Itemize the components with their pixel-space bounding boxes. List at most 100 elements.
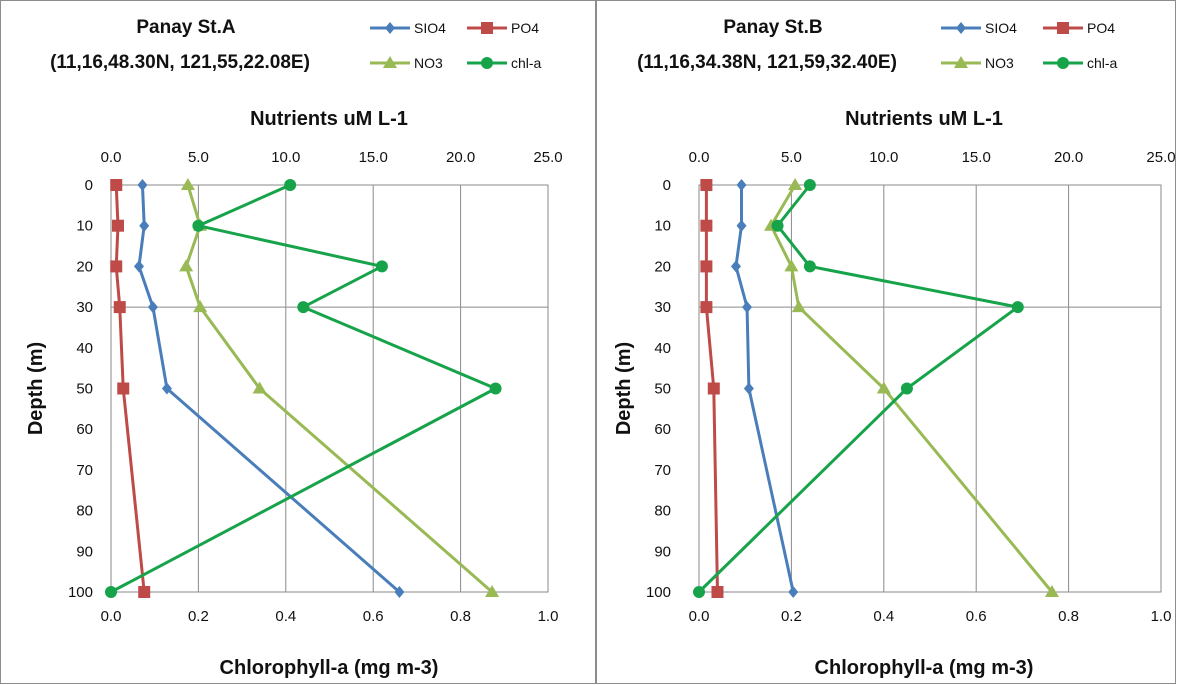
- point-po4: [711, 586, 724, 598]
- y-axis-tick-label: 80: [76, 503, 93, 520]
- chart-title: Panay St.A: [136, 17, 236, 38]
- legend-item-po4: PO4: [1043, 20, 1115, 36]
- legend-item-no3: NO3: [370, 55, 443, 71]
- chart-title: Panay St.B: [723, 17, 822, 38]
- top-axis-title: Nutrients uM L-1: [845, 108, 1003, 130]
- point-po4: [700, 179, 713, 191]
- point-po4: [700, 260, 713, 273]
- point-po4: [700, 219, 713, 232]
- point-po4: [138, 586, 151, 598]
- y-axis-tick-label: 70: [654, 462, 671, 479]
- bottom-axis-tick-label: 1.0: [1151, 608, 1172, 625]
- legend-item-sio4: SIO4: [941, 20, 1017, 36]
- bottom-axis-tick-label: 0.6: [966, 608, 987, 625]
- point-sio4: [147, 301, 158, 314]
- line-po4: [704, 185, 719, 593]
- line-sio4: [734, 185, 795, 593]
- y-axis-tick-label: 60: [76, 421, 93, 438]
- y-axis-tick-label: 30: [76, 299, 93, 316]
- series-no3: [764, 178, 1059, 597]
- y-axis-tick-label: 20: [654, 258, 671, 275]
- point-no3: [1044, 585, 1059, 597]
- top-axis-tick-label: 5.0: [781, 149, 802, 166]
- y-axis-tick-label: 70: [76, 462, 93, 479]
- point-sio4: [736, 219, 747, 232]
- legend-item-po4: PO4: [467, 20, 539, 36]
- chart-station-b: Panay St.B (11,16,34.38N, 121,59,32.40E) N…: [613, 17, 1176, 679]
- top-axis-tick-label: 15.0: [962, 149, 991, 166]
- y-axis-tick-label: 30: [654, 299, 671, 316]
- legend: SIO4 PO4 NO3 chl-a: [941, 20, 1118, 71]
- top-axis-tick-label: 0.0: [101, 149, 122, 166]
- point-no3: [784, 259, 799, 272]
- plot-area-frame: [110, 184, 549, 593]
- line-po4: [114, 184, 146, 593]
- point-chl-a: [105, 586, 117, 598]
- line-no3: [184, 184, 494, 594]
- y-axis-title: Depth (m): [25, 342, 47, 435]
- y-axis-tick-label: 100: [68, 584, 93, 601]
- y-axis-tick-label: 0: [663, 177, 671, 194]
- bottom-axis-title: Chlorophyll-a (mg m-3): [220, 657, 439, 679]
- series-po4: [110, 179, 151, 598]
- y-axis-tick-label: 10: [654, 218, 671, 235]
- bottom-axis-title: Chlorophyll-a (mg m-3): [815, 657, 1034, 679]
- legend-marker: [481, 57, 493, 69]
- legend-label: chl-a: [1087, 55, 1118, 71]
- gridlines: [698, 185, 1162, 592]
- line-chl-a: [697, 184, 1020, 594]
- line-sio4: [137, 184, 401, 594]
- y-axis-tick-label: 80: [654, 503, 671, 520]
- point-no3: [252, 381, 267, 394]
- point-no3: [180, 178, 195, 190]
- point-chl-a: [693, 586, 705, 598]
- line-no3: [769, 184, 1054, 593]
- bottom-axis-tick-label: 0.2: [781, 608, 802, 625]
- line-chl-a: [110, 183, 498, 594]
- point-po4: [111, 219, 124, 232]
- bottom-axis-tick-label: 0.8: [1058, 608, 1079, 625]
- top-axis-tick-label: 15.0: [359, 149, 388, 166]
- point-chl-a: [284, 179, 297, 191]
- point-po4: [113, 301, 126, 314]
- point-chl-a: [900, 382, 913, 395]
- point-sio4: [137, 179, 148, 191]
- point-chl-a: [297, 301, 310, 314]
- point-chl-a: [771, 219, 784, 232]
- legend-item-sio4: SIO4: [370, 20, 446, 36]
- top-axis-tick-label: 20.0: [1054, 149, 1083, 166]
- top-axis-tick-label: 10.0: [271, 149, 300, 166]
- legend-label: SIO4: [985, 20, 1017, 36]
- top-axis-tick-label: 25.0: [1146, 149, 1175, 166]
- point-sio4: [139, 219, 150, 232]
- point-po4: [110, 260, 123, 273]
- legend-marker: [383, 56, 397, 68]
- point-no3: [791, 300, 806, 313]
- point-po4: [110, 179, 123, 191]
- bottom-axis-tick-label: 1.0: [538, 608, 559, 625]
- legend-marker: [481, 22, 493, 34]
- point-sio4: [743, 382, 754, 395]
- series-po4: [700, 179, 724, 598]
- point-no3: [179, 259, 194, 272]
- y-axis-tick-label: 40: [654, 340, 671, 357]
- point-no3: [876, 381, 891, 394]
- y-axis-tick-label: 60: [654, 421, 671, 438]
- point-sio4: [736, 179, 747, 191]
- y-axis-tick-label: 90: [654, 543, 671, 560]
- legend-label: NO3: [414, 55, 443, 71]
- chart-panel-station-a: Panay St.A (11,16,48.30N, 121,55,22.08E) N…: [0, 0, 596, 684]
- bottom-axis-tick-label: 0.0: [101, 608, 122, 625]
- point-no3: [485, 585, 500, 597]
- y-axis-tick-label: 100: [646, 584, 671, 601]
- point-chl-a: [803, 260, 816, 273]
- point-chl-a: [1011, 301, 1024, 314]
- legend-label: NO3: [985, 55, 1014, 71]
- chart-station-a: Panay St.A (11,16,48.30N, 121,55,22.08E) N…: [25, 17, 563, 679]
- legend-label: chl-a: [511, 55, 542, 71]
- chart-panel-station-b: Panay St.B (11,16,34.38N, 121,59,32.40E) N…: [596, 0, 1176, 684]
- point-sio4: [742, 301, 753, 314]
- top-axis-tick-label: 0.0: [689, 149, 710, 166]
- point-sio4: [730, 260, 741, 273]
